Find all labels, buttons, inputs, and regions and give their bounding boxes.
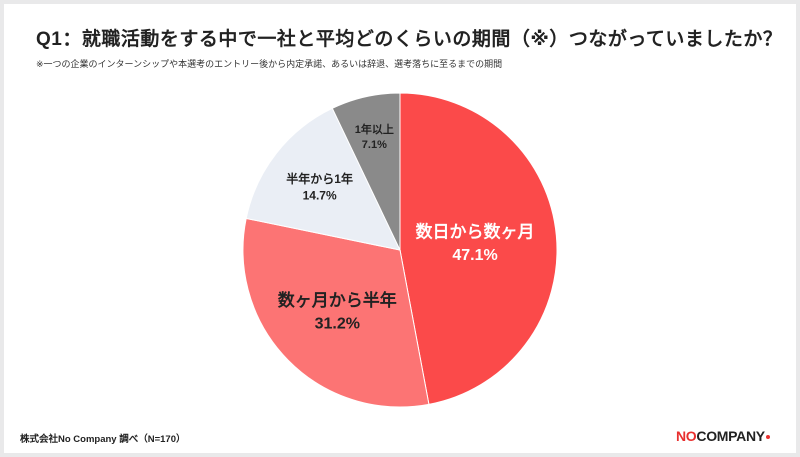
logo-rest: COMPANY [696,428,765,444]
company-logo: NOCOMPANY [676,428,770,444]
logo-accent: NO [676,428,697,444]
page-title: Q1：就職活動をする中で一社と平均どのくらいの期間（※）つながっていましたか？ [36,29,783,50]
slice-value-label: 31.2% [315,316,360,333]
slice-half-year-to-1-year [245,107,401,251]
period-note: ※一つの企業のインターンシップや本選考のエントリー後から内定承諾、あるいは辞退、… [36,59,503,69]
slice-value-label: 47.1% [452,247,497,264]
slice-value-label: 7.1% [362,139,387,151]
slice-category-label: 数日から数ヶ月 [416,222,535,242]
slice-value-label: 14.7% [303,188,337,202]
slice-over-1-year [331,92,401,251]
pie-chart: 数日から数ヶ月 47.1% 数ヶ月から半年 31.2% 半年から1年 14.7% 1年以上 7… [242,92,558,408]
slice-category-label: 数ヶ月から半年 [278,290,397,310]
slice-category-label: 1年以上 [355,122,394,136]
slice-category-label: 半年から1年 [286,171,353,186]
logo-dot [765,435,770,440]
pie-slices [242,92,558,408]
slice-days-to-months [399,92,558,405]
card: Q1：就職活動をする中で一社と平均どのくらいの期間（※）つながっていましたか？ … [4,4,796,453]
pie-labels: 数日から数ヶ月 47.1% 数ヶ月から半年 31.2% 半年から1年 14.7% 1年以上 7… [278,122,535,333]
source-note: 株式会社No Company 調べ（N=170） [20,434,186,445]
slice-months-to-half-year [242,217,430,408]
